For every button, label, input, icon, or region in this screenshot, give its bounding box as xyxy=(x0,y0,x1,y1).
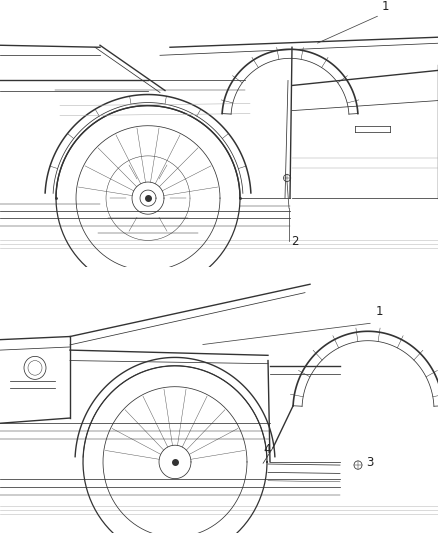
Text: 3: 3 xyxy=(366,456,373,470)
Text: 1: 1 xyxy=(382,0,389,13)
Text: 4: 4 xyxy=(263,443,271,456)
Text: 1: 1 xyxy=(376,305,384,318)
Text: 2: 2 xyxy=(291,236,299,248)
